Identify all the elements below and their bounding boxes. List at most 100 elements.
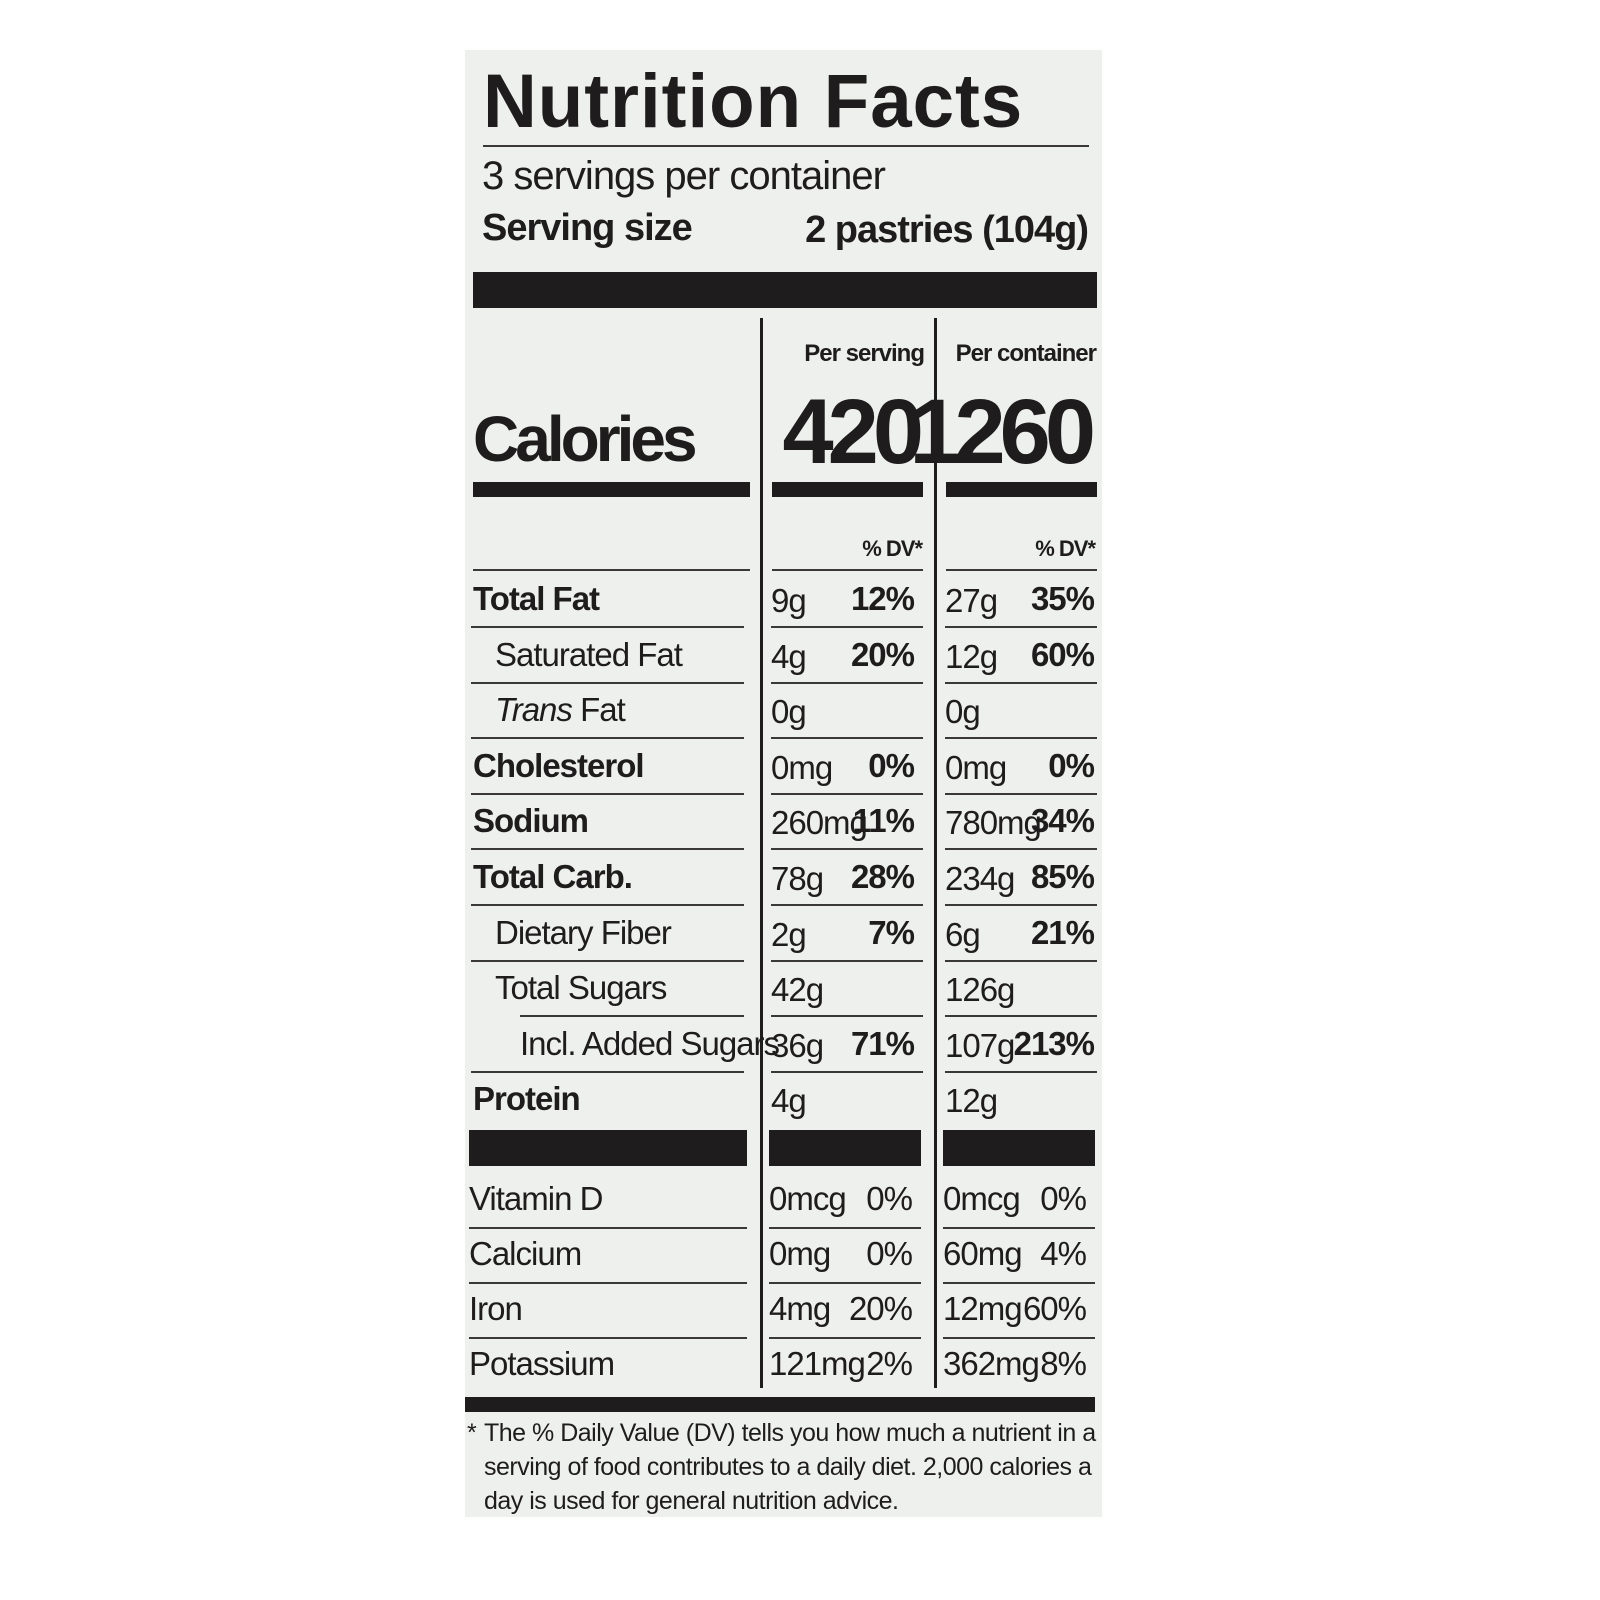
- dv-per-serving: 0%: [866, 1235, 913, 1272]
- row-divider: [943, 1282, 1095, 1284]
- amount-per-container: 27g: [945, 582, 998, 619]
- vitamin-name: Vitamin D: [469, 1180, 603, 1217]
- row-divider: [945, 626, 1097, 628]
- vitamin-name: Potassium: [469, 1345, 615, 1382]
- divider: [483, 145, 1089, 147]
- nutrition-facts-label: Nutrition Facts 3 servings per container…: [465, 50, 1102, 1517]
- row-divider: [471, 848, 744, 850]
- amount-per-serving: 4g: [771, 637, 807, 675]
- row-divider: [945, 793, 1097, 795]
- amount-per-container: 6g: [945, 915, 981, 953]
- row-divider: [469, 1282, 747, 1284]
- amount-per-serving: 121mg: [769, 1345, 866, 1382]
- row-divider: [473, 569, 750, 571]
- dv-per-serving: 7%: [868, 913, 915, 951]
- per-serving-header: Per serving: [804, 340, 925, 367]
- per-container-header: Per container: [955, 340, 1097, 367]
- thick-divider: [473, 272, 1097, 308]
- amount-per-container: 12mg: [943, 1290, 1023, 1327]
- row-divider: [771, 848, 923, 850]
- amount-per-serving: 2g: [771, 915, 807, 953]
- amount-per-container: 780mg: [945, 804, 1042, 842]
- nutrient-name-italic: Trans: [495, 691, 573, 729]
- calories-per-container: 1260: [909, 381, 1096, 483]
- row-divider: [771, 793, 923, 795]
- nutrient-name-text: Fat: [571, 691, 626, 729]
- nutrient-name: Saturated Fat: [495, 635, 683, 673]
- nutrient-name: Total Carb.: [473, 858, 633, 895]
- amount-per-serving: 78g: [771, 860, 824, 897]
- row-divider: [945, 848, 1097, 850]
- dv-per-container: 35%: [1030, 580, 1095, 617]
- dv-per-serving: 0%: [868, 746, 915, 784]
- row-divider: [771, 682, 923, 684]
- dv-per-container: 213%: [1013, 1024, 1095, 1062]
- amount-per-container: 12g: [945, 637, 998, 675]
- nutrient-name: Trans Fat: [495, 691, 626, 729]
- row-divider: [471, 904, 744, 906]
- nutrient-name: Incl. Added Sugars: [520, 1024, 780, 1062]
- amount-per-serving: 4mg: [769, 1290, 831, 1327]
- nutrient-name: Total Sugars: [495, 969, 667, 1007]
- amount-per-serving: 0g: [771, 693, 807, 731]
- row-divider: [471, 793, 744, 795]
- serving-size-value: 2 pastries (104g): [805, 209, 1089, 251]
- row-divider: [945, 960, 1097, 962]
- serving-size-label: Serving size: [482, 207, 693, 249]
- dv-per-container: 85%: [1030, 858, 1095, 895]
- row-divider: [945, 1015, 1097, 1017]
- calories-bar: [772, 482, 923, 497]
- row-divider: [471, 960, 744, 962]
- row-divider: [771, 904, 923, 906]
- amount-per-serving: 260mg: [771, 804, 868, 842]
- amount-per-serving: 0mg: [769, 1235, 831, 1272]
- amount-per-container: 126g: [945, 971, 1015, 1009]
- amount-per-serving: 4g: [771, 1082, 807, 1120]
- row-divider: [943, 1227, 1095, 1229]
- bottom-thick-divider: [465, 1397, 1095, 1412]
- row-divider: [945, 1071, 1097, 1073]
- footnote: * The % Daily Value (DV) tells you how m…: [467, 1416, 1097, 1518]
- row-divider: [771, 1015, 923, 1017]
- amount-per-container: 0g: [945, 693, 981, 731]
- thick-divider: [769, 1130, 921, 1166]
- nutrient-name: Cholesterol: [473, 746, 645, 784]
- dv-per-container: 8%: [1040, 1345, 1087, 1382]
- servings-per-container: 3 servings per container: [482, 154, 886, 198]
- dv-per-container: 34%: [1030, 802, 1095, 840]
- row-divider: [471, 737, 744, 739]
- row-divider: [946, 569, 1097, 571]
- row-divider: [769, 1282, 921, 1284]
- dv-per-container: 0%: [1048, 746, 1095, 784]
- calories-bar: [473, 482, 750, 497]
- row-divider: [520, 1015, 744, 1017]
- nutrient-name: Protein: [473, 1080, 581, 1118]
- thick-divider: [943, 1130, 1095, 1166]
- amount-per-serving: 0mg: [771, 748, 833, 786]
- dv-per-serving: 12%: [850, 580, 915, 617]
- calories-label: Calories: [473, 403, 698, 475]
- dv-per-serving: 28%: [850, 858, 915, 895]
- label-title: Nutrition Facts: [483, 59, 1024, 144]
- row-divider: [471, 1071, 744, 1073]
- calories-bar: [946, 482, 1097, 497]
- vitamin-name: Calcium: [469, 1235, 582, 1272]
- amount-per-serving: 36g: [771, 1026, 824, 1064]
- row-divider: [771, 960, 923, 962]
- amount-per-serving: 9g: [771, 582, 807, 619]
- amount-per-container: 107g: [945, 1026, 1015, 1064]
- amount-per-container: 60mg: [943, 1235, 1023, 1272]
- row-divider: [945, 682, 1097, 684]
- amount-per-container: 0mg: [945, 748, 1007, 786]
- nutrient-name: Dietary Fiber: [495, 913, 672, 951]
- amount-per-container: 12g: [945, 1082, 998, 1120]
- row-divider: [471, 626, 744, 628]
- column-divider: [934, 318, 937, 1388]
- amount-per-container: 362mg: [943, 1345, 1040, 1382]
- row-divider: [771, 737, 923, 739]
- footnote-star: *: [467, 1419, 477, 1447]
- row-divider: [469, 1337, 747, 1339]
- amount-per-serving: 0mcg: [769, 1180, 847, 1217]
- row-divider: [469, 1227, 747, 1229]
- column-divider: [760, 318, 763, 1388]
